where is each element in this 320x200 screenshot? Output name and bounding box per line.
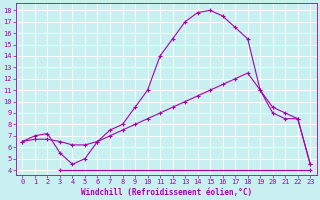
X-axis label: Windchill (Refroidissement éolien,°C): Windchill (Refroidissement éolien,°C) — [81, 188, 252, 197]
